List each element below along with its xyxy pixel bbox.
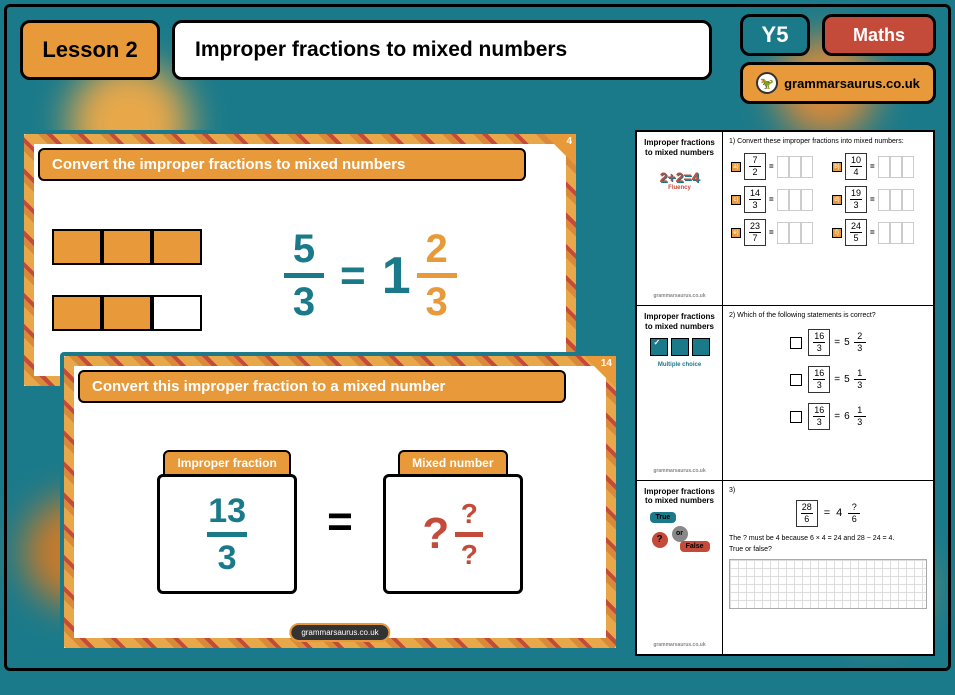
page-number: 4	[566, 136, 572, 147]
worksheet-side-title: Improper fractions to mixed numbers	[643, 487, 716, 506]
fluency-item: b) 104 =	[832, 153, 925, 180]
fluency-item: e) 237 =	[731, 219, 824, 246]
fraction-equation: 53 = 1 23	[284, 229, 457, 322]
worksheet-brand: grammarsaurus.co.uk	[653, 642, 705, 648]
page-title: Improper fractions to mixed numbers	[172, 20, 712, 80]
explanation-text: The ? must be 4 because 6 × 4 = 24 and 2…	[729, 535, 927, 542]
subject-badge: Maths	[822, 14, 936, 56]
prompt-text: True or false?	[729, 546, 927, 553]
fraction-bars	[52, 229, 202, 361]
brand-logo-icon: 🦖	[756, 72, 778, 94]
fluency-icon: 2+2=4 Fluency	[650, 163, 710, 197]
worksheet-side-title: Improper fractions to mixed numbers	[643, 312, 716, 331]
statement-item: 163 = 6 13	[790, 403, 865, 430]
worksheet-row-fluency: Improper fractions to mixed numbers 2+2=…	[637, 132, 933, 306]
equals-sign: =	[327, 497, 353, 547]
fluency-item: c) 143 =	[731, 186, 824, 213]
year-badge: Y5	[740, 14, 810, 56]
slide-footer-brand: grammarsaurus.co.uk	[289, 623, 390, 642]
worksheet-brand: grammarsaurus.co.uk	[653, 293, 705, 299]
slide-banner: Convert this improper fraction to a mixe…	[78, 370, 566, 403]
card-tab: Mixed number	[398, 450, 507, 476]
answer-grid	[729, 559, 927, 609]
worksheet-preview: Improper fractions to mixed numbers 2+2=…	[635, 130, 935, 656]
icon-label: Multiple choice	[658, 362, 701, 368]
statement-item: 163 = 5 23	[790, 329, 865, 356]
worksheet-row-true-false: Improper fractions to mixed numbers True…	[637, 481, 933, 654]
fluency-item: d) 193 =	[832, 186, 925, 213]
statement-item: 163 = 5 13	[790, 366, 865, 393]
page-corner: 4	[544, 134, 576, 166]
question-text: 1) Convert these improper fractions into…	[729, 138, 927, 145]
equation-display: 286 = 4 ?6	[729, 500, 927, 527]
fluency-item: f) 245 =	[832, 219, 925, 246]
improper-fraction-card: Improper fraction 133	[157, 450, 297, 594]
slide-banner: Convert the improper fractions to mixed …	[38, 148, 526, 181]
slide-card-2: 14 Convert this improper fraction to a m…	[60, 352, 620, 652]
worksheet-side-title: Improper fractions to mixed numbers	[643, 138, 716, 157]
statement-list: 163 = 5 23 163 = 5 13 163 = 6 13	[729, 325, 927, 430]
true-false-icon: True or ? False	[650, 512, 710, 552]
question-text: 2) Which of the following statements is …	[729, 312, 927, 319]
question-number: 3)	[729, 487, 927, 494]
fluency-item: a) 72 =	[731, 153, 824, 180]
fluency-grid: a) 72 = b) 104 = c) 143 = d) 193 = e) 23…	[729, 151, 927, 248]
slide-card-1: 4 Convert the improper fractions to mixe…	[20, 130, 580, 390]
card-tab: Improper fraction	[163, 450, 290, 476]
worksheet-row-multiple-choice: Improper fractions to mixed numbers ✓ Mu…	[637, 306, 933, 480]
multiple-choice-icon: ✓	[650, 338, 710, 356]
lesson-badge: Lesson 2	[20, 20, 160, 80]
page-number: 14	[601, 358, 612, 369]
page-corner: 14	[584, 356, 616, 388]
mixed-number-card: Mixed number ? ??	[383, 450, 523, 594]
brand-badge: 🦖 grammarsaurus.co.uk	[740, 62, 936, 104]
worksheet-brand: grammarsaurus.co.uk	[653, 468, 705, 474]
brand-text: grammarsaurus.co.uk	[784, 76, 920, 91]
